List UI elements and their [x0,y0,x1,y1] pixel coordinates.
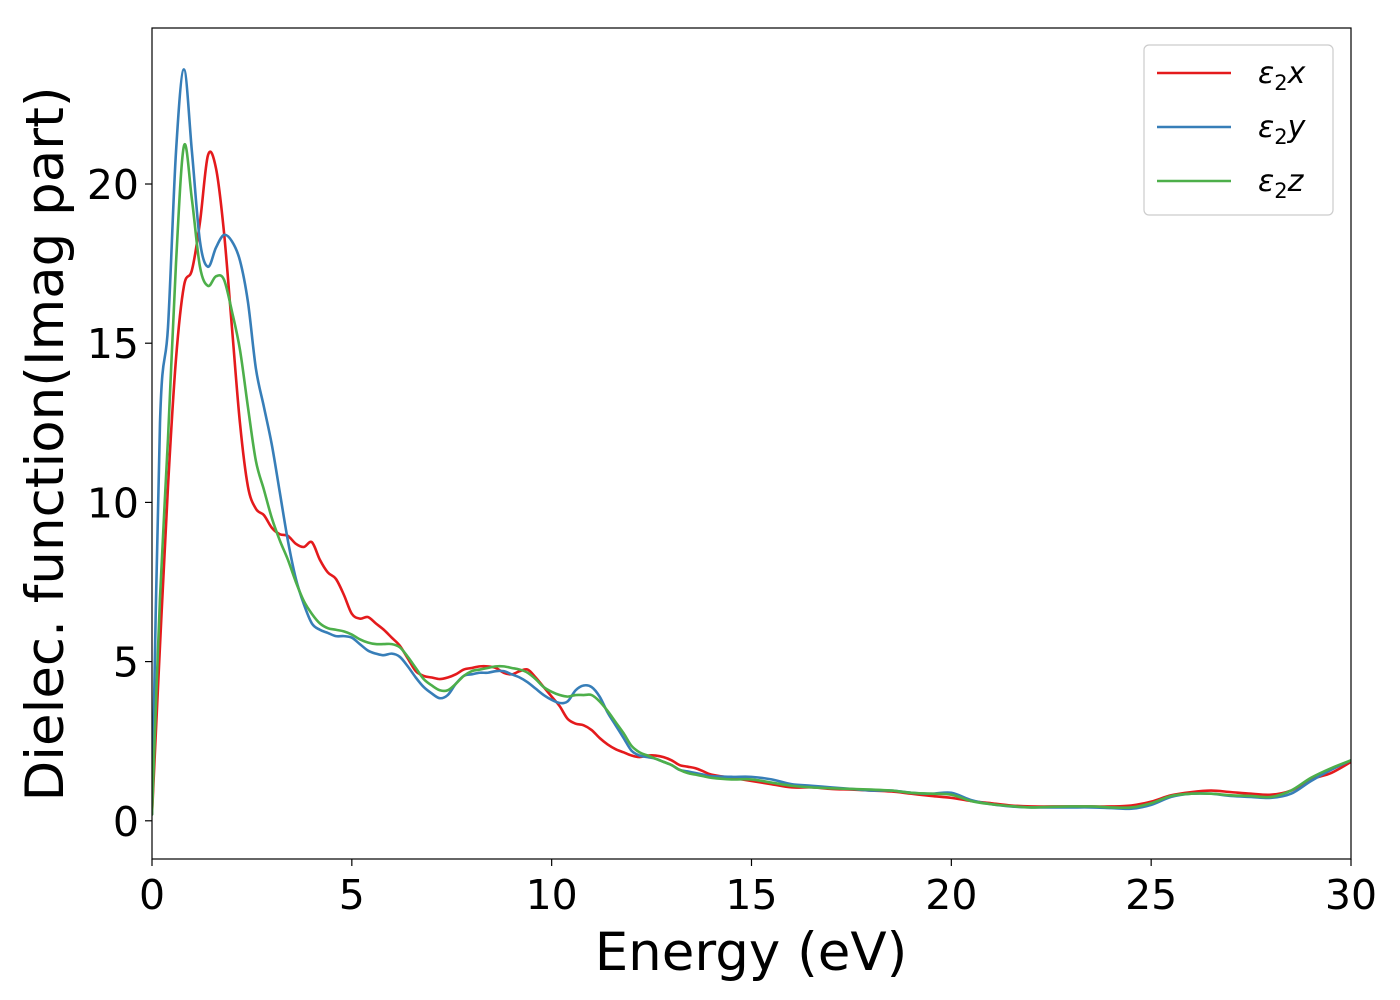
series-line-3 [152,142,1351,816]
x-axis: 0 5 10 15 20 25 30 [139,859,1377,919]
x-tick-label: 15 [725,871,777,919]
legend-label-1: ε2x [1258,56,1306,95]
legend-label-2: ε2y [1258,110,1307,149]
legend-label-3: ε2z [1258,164,1305,203]
y-tick-label: 5 [113,639,139,687]
x-tick-label: 0 [139,871,165,919]
y-tick-label: 0 [113,798,139,846]
x-tick-label: 10 [526,871,578,919]
x-tick-label: 20 [925,871,977,919]
x-axis-title: Energy (eV) [595,922,908,983]
legend: ε2x ε2y ε2z [1143,44,1334,216]
x-tick-label: 25 [1125,871,1177,919]
series-lines [152,68,1351,816]
y-axis-title: Dielec. function(Imag part) [15,86,76,801]
y-tick-label: 10 [87,479,139,527]
x-tick-label: 30 [1325,871,1377,919]
legend-box [1143,44,1334,216]
y-tick-label: 15 [87,320,139,368]
y-tick-label: 20 [87,161,139,209]
series-line-1 [152,150,1351,816]
y-axis: 0 5 10 15 20 [87,161,152,846]
x-tick-label: 5 [339,871,365,919]
